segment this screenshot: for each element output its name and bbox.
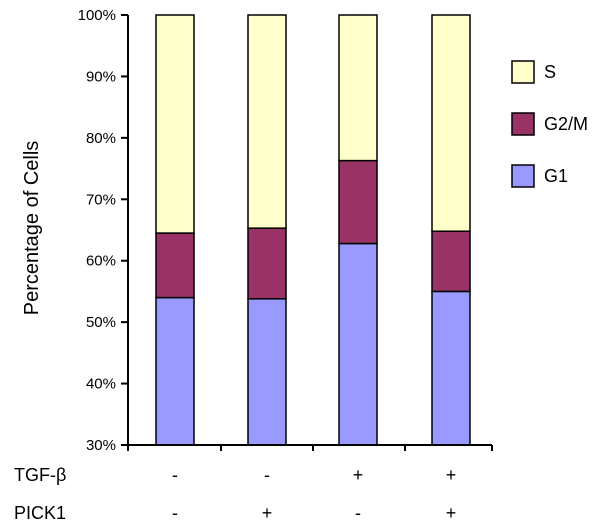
legend-label-g1: G1	[544, 166, 568, 186]
condition-row-label: PICK1	[14, 503, 66, 523]
condition-value: -	[172, 465, 178, 485]
y-axis-label: Percentage of Cells	[21, 141, 43, 316]
y-tick-label: 40%	[86, 376, 116, 393]
condition-value: +	[262, 503, 273, 523]
condition-labels-group: TGF-β - - + + PICK1 - + - +	[14, 465, 456, 523]
y-tick-label: 50%	[86, 314, 116, 331]
condition-value: -	[355, 503, 361, 523]
bar-2-s-segment	[247, 14, 287, 229]
y-tick-label: 70%	[86, 191, 116, 208]
bar-3-s-segment	[338, 14, 378, 162]
bar-4-s-segment	[431, 14, 471, 232]
bar-1-g2-m-segment	[155, 232, 195, 299]
bar-3-g1-segment	[338, 242, 378, 446]
legend-label-g2-m: G2/M	[544, 114, 588, 134]
condition-value: -	[264, 465, 270, 485]
y-ticks-group: 30% 40% 50% 60% 70% 80% 90% 100%	[78, 7, 128, 454]
legend-swatch-g1	[511, 164, 535, 188]
legend-swatch-s	[511, 60, 535, 84]
legend: S G2/M G1	[511, 60, 588, 188]
bar-1-g1-segment	[155, 296, 195, 446]
legend-swatch-g2-m	[511, 112, 535, 136]
bar-2-g1-segment	[247, 298, 287, 446]
bar-4-g2-m-segment	[431, 230, 471, 293]
y-tick-label: 30%	[86, 437, 116, 454]
condition-value: +	[446, 465, 457, 485]
condition-value: -	[172, 503, 178, 523]
axes-group	[127, 15, 493, 451]
bar-1-s-segment	[155, 14, 195, 234]
legend-label-s: S	[544, 62, 556, 82]
bar-2-g2-m-segment	[247, 227, 287, 300]
y-tick-label: 60%	[86, 253, 116, 270]
y-tick-label: 80%	[86, 130, 116, 147]
bar-3-g2-m-segment	[338, 159, 378, 245]
bars-group	[155, 14, 471, 446]
bar-4-g1-segment	[431, 290, 471, 446]
y-tick-label: 100%	[78, 7, 116, 24]
y-tick-label: 90%	[86, 68, 116, 85]
condition-row-label: TGF-β	[14, 465, 66, 485]
condition-value: +	[446, 503, 457, 523]
condition-value: +	[353, 465, 364, 485]
